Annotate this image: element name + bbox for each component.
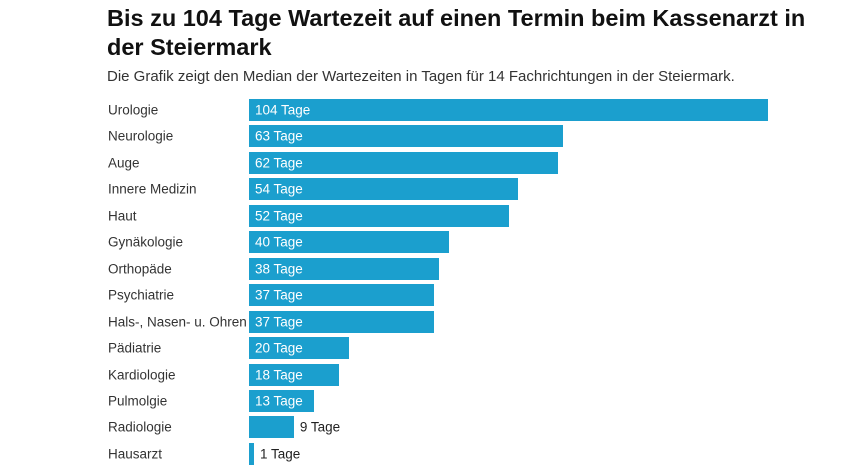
bar xyxy=(249,99,768,121)
category-label: Orthopäde xyxy=(108,261,172,277)
data-label: 54 Tage xyxy=(255,181,303,197)
category-label: Neurologie xyxy=(108,128,174,144)
bar xyxy=(249,442,254,465)
bar xyxy=(249,310,434,333)
bar xyxy=(249,178,519,201)
category-label: Pädiatrie xyxy=(108,340,162,356)
bar xyxy=(249,337,349,360)
bar xyxy=(249,284,434,307)
bar xyxy=(249,231,449,254)
data-label: 9 Tage xyxy=(299,419,341,435)
chart-subtitle: Die Grafik zeigt den Median der Wartezei… xyxy=(107,68,735,85)
category-label: Urologie xyxy=(108,102,159,118)
data-label: 37 Tage xyxy=(255,314,303,330)
bar xyxy=(249,389,314,412)
bar xyxy=(249,125,564,148)
category-label: Hausarzt xyxy=(108,446,163,462)
category-label: Psychiatrie xyxy=(108,287,175,303)
data-label: 18 Tage xyxy=(255,367,303,382)
data-label: 104 Tage xyxy=(255,102,311,118)
data-label: 1 Tage xyxy=(259,446,301,462)
data-label: 37 Tage xyxy=(255,287,303,303)
data-label: 38 Tage xyxy=(255,261,303,277)
category-label: Kardiologie xyxy=(108,367,176,382)
category-label: Radiologie xyxy=(108,419,172,435)
data-label: 52 Tage xyxy=(255,208,303,224)
category-label: Auge xyxy=(108,155,140,171)
bar xyxy=(249,416,294,439)
data-label: 62 Tage xyxy=(255,155,303,171)
category-label: Haut xyxy=(108,208,137,224)
bar xyxy=(249,151,559,174)
category-label: Gynäkologie xyxy=(108,234,184,250)
data-label: 13 Tage xyxy=(255,393,303,409)
category-label: Innere Medizin xyxy=(108,181,197,197)
category-label: Hals-, Nasen- u. Ohren xyxy=(108,314,247,330)
data-label: 20 Tage xyxy=(255,340,303,356)
data-label: 40 Tage xyxy=(255,234,303,250)
bar xyxy=(249,257,439,280)
bar xyxy=(249,363,339,386)
data-label: 63 Tage xyxy=(255,128,303,144)
category-label: Pulmolgie xyxy=(108,393,168,409)
bar xyxy=(249,204,509,227)
chart-title: Bis zu 104 Tage Wartezeit auf einen Term… xyxy=(107,5,806,60)
